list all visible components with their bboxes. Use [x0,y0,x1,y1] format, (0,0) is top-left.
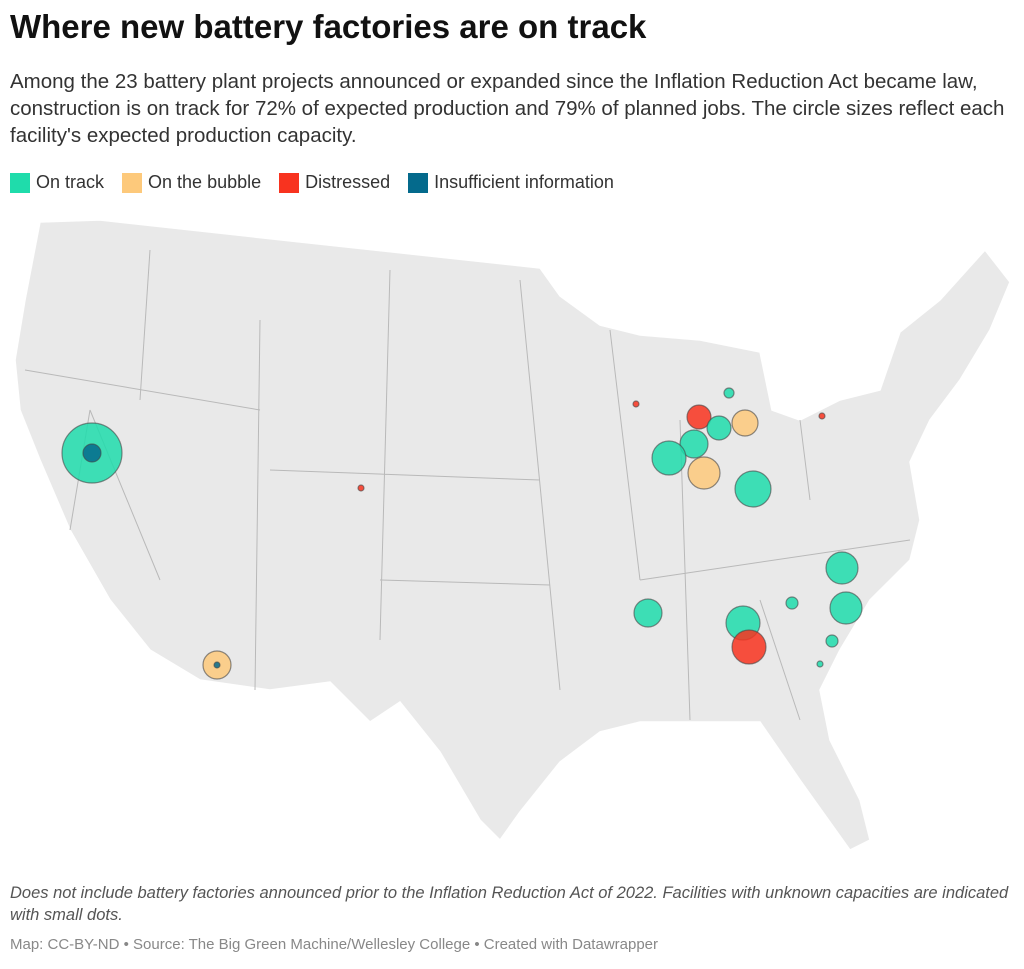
facility [785,596,799,610]
legend-swatch [408,172,429,193]
legend: On track On the bubble Distressed Insuffici… [10,172,614,193]
legend-item: On the bubble [122,172,261,193]
facility [679,429,709,459]
credits: Map: CC-BY-ND • Source: The Big Green Ma… [10,936,659,953]
facility [686,404,712,430]
legend-label: Distressed [305,172,391,192]
facility [818,412,826,420]
facility [829,591,863,625]
facility [723,387,735,399]
facility [632,400,640,408]
us-outline [14,219,1011,851]
legend-swatch [122,172,143,193]
legend-swatch [279,172,300,193]
facility [687,456,721,490]
facility [825,634,839,648]
legend-label: On track [36,172,105,192]
map [14,219,1011,851]
legend-swatch [10,172,30,193]
facility [734,470,772,508]
facility [731,409,759,437]
legend-item: Distressed [279,172,390,193]
footnote: Does not include battery factories annou… [10,884,1009,924]
facility [825,551,859,585]
legend-label: Insufficient information [434,172,614,192]
legend-label: On the bubble [148,172,262,192]
legend-item: Insufficient information [408,172,614,193]
facility [633,598,663,628]
legend-item: On track [10,172,104,193]
facility [213,661,221,669]
facility [706,415,732,441]
subtitle: Among the 23 battery plant projects anno… [10,70,1005,147]
facility [731,629,767,665]
facility [82,443,102,463]
facility [357,484,365,492]
title: Where new battery factories are on track [10,8,647,45]
facility [816,660,824,668]
facility [651,440,687,476]
